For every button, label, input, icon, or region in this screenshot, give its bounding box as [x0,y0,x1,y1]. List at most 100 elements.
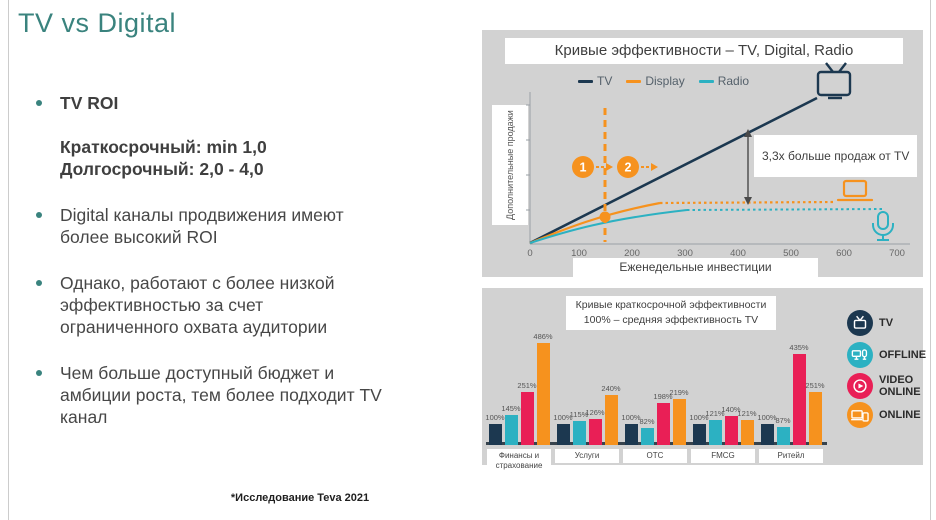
display-line-dotted [659,200,836,205]
category-label: Ритейл [759,449,823,464]
bullet-dot [36,100,42,106]
laptop-icon [836,179,874,202]
svg-text:1: 1 [580,161,587,175]
category-label: Финансы и страхование [487,449,551,474]
bar-value-label: 251% [517,381,537,390]
bar-value-label: 140% [721,405,741,414]
bar-value-label: 87% [775,416,791,425]
bar-tv [760,424,774,445]
slide-right-border [930,0,931,520]
bullet-dot [36,370,42,376]
bar-value-label: 251% [805,381,825,390]
bullet-tv-roi: TV ROI [30,92,460,114]
x-tick: 700 [889,248,905,259]
bar-offline [640,428,654,445]
sales-annotation: 3,3x больше продаж от TV [754,135,918,177]
bar-value-label: 100% [621,413,641,422]
stage-marker-1: 1 [572,156,613,178]
bar-online [740,420,754,445]
bar-tv [556,424,570,445]
bar-value-label: 121% [737,409,757,418]
bullet-digital-roi: Digital каналы продвижения имеют более в… [30,204,460,248]
x-tick: 100 [571,248,587,259]
bar-value-label: 100% [553,413,573,422]
x-tick: 0 [527,248,533,259]
bar-value-label: 486% [533,332,553,341]
display-line-swatch [626,79,642,83]
bar-online [672,399,686,445]
x-tick: 300 [677,248,693,259]
bar-value-label: 126% [585,408,605,417]
bar-value-label: 121% [705,409,725,418]
bar-video-online [792,354,806,445]
bar-value-label: 435% [789,343,809,352]
legend-item-tv: TV [578,74,612,88]
bar-chart-title: Кривые краткосрочной эффективности 100% … [566,296,776,330]
bar-video-online [656,403,670,445]
legend-item-radio: Radio [698,74,749,88]
legend-item-video-online: VIDEO ONLINE [847,373,931,399]
bar-value-label: 115% [569,410,589,419]
y-axis-label-box: Дополнительные продажи [492,105,528,225]
bullet-dot [36,212,42,218]
bar-offline [572,421,586,445]
category-label: FMCG [691,449,755,464]
bar-offline [776,427,790,445]
legend-item-online: ONLINE [847,402,931,428]
bar-value-label: 145% [501,404,521,413]
line-chart-legend: TV Display Radio [578,74,749,88]
bar-tv [624,424,638,445]
bullet-lower-efficiency: Однако, работают с более низкой эффектив… [30,272,460,338]
bar-value-label: 100% [485,413,505,422]
x-tick: 400 [730,248,746,259]
bar-offline [504,415,518,445]
line-chart-title: Кривые эффективности – TV, Digital, Radi… [505,38,903,64]
tv-line-swatch [578,79,593,83]
bullet-dot [36,280,42,286]
svg-text:2: 2 [625,161,632,175]
roi-values: Краткосрочный: min 1,0 Долгосрочный: 2,0… [60,137,267,179]
x-tick: 600 [836,248,852,259]
tv-icon [816,62,852,100]
legend-item-tv: TV [847,310,931,336]
bar-video-online [588,419,602,445]
bar-offline [708,420,722,445]
x-tick: 200 [624,248,640,259]
radio-line-swatch [698,79,714,83]
bar-tv [488,424,502,445]
page-title: TV vs Digital [18,8,177,38]
bar-value-label: 100% [757,413,777,422]
legend-item-offline: OFFLINE [847,342,931,368]
bar-online [604,395,618,445]
bar-value-label: 198% [653,392,673,401]
play-icon [847,373,873,399]
display-line [529,201,661,245]
bar-value-label: 100% [689,413,709,422]
bar-video-online [724,416,738,445]
bar-value-label: 82% [639,417,655,426]
gap-arrow [744,129,752,205]
bar-value-label: 240% [601,384,621,393]
radio-line [529,209,688,244]
billboard-mic-icon [847,342,873,368]
microphone-icon [872,211,894,241]
slide-left-border [8,0,9,520]
bar-tv [692,424,706,445]
stage-marker-2: 2 [617,156,658,178]
source-footnote: *Исследование Teva 2021 [230,492,370,504]
radio-line-dotted [686,208,886,211]
y-axis-label: Дополнительные продажи [505,110,515,220]
bar-online [536,343,550,445]
bar-plot: Финансы и страхование 100% 145% 251% 486% Усл… [482,288,923,474]
crossover-point [599,211,611,223]
x-axis-label: Еженедельные инвестиции [573,258,818,277]
tv-icon [847,310,873,336]
bar-chart-panel: Кривые краткосрочной эффективности 100% … [482,288,926,474]
x-tick: 500 [783,248,799,259]
bullet-bigger-budget: Чем больше доступный бюджет и амбиции ро… [30,362,460,428]
category-label: Услуги [555,449,619,464]
legend-item-display: Display [626,74,685,88]
bar-value-label: 219% [669,388,689,397]
line-chart-panel: Кривые эффективности – TV, Digital, Radi… [482,30,923,277]
bar-online [808,392,822,445]
